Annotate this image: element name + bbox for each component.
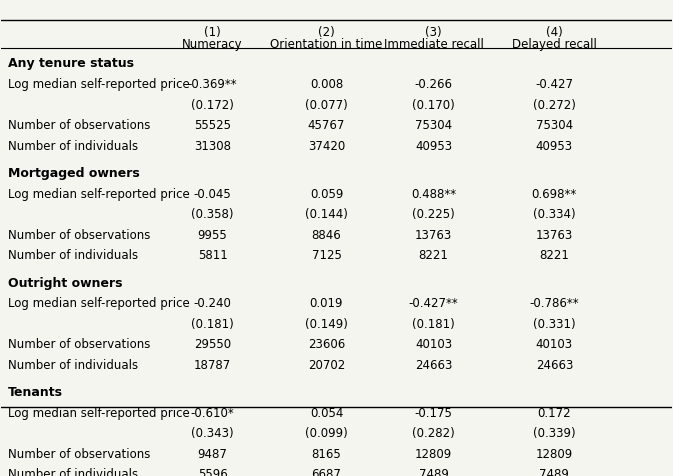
Text: Tenants: Tenants	[8, 386, 63, 398]
Text: (0.077): (0.077)	[305, 99, 348, 111]
Text: (0.181): (0.181)	[413, 317, 455, 330]
Text: 37420: 37420	[308, 139, 345, 152]
Text: 45767: 45767	[308, 119, 345, 132]
Text: 5596: 5596	[198, 467, 227, 476]
Text: Log median self-reported price: Log median self-reported price	[8, 187, 190, 200]
Text: -0.175: -0.175	[415, 406, 453, 419]
Text: -0.786**: -0.786**	[530, 297, 579, 309]
Text: Log median self-reported price: Log median self-reported price	[8, 406, 190, 419]
Text: (0.343): (0.343)	[191, 426, 234, 439]
Text: Delayed recall: Delayed recall	[512, 39, 597, 51]
Text: (0.099): (0.099)	[305, 426, 348, 439]
Text: 12809: 12809	[415, 447, 452, 460]
Text: 40953: 40953	[415, 139, 452, 152]
Text: 0.008: 0.008	[310, 78, 343, 91]
Text: 75304: 75304	[536, 119, 573, 132]
Text: 0.698**: 0.698**	[532, 187, 577, 200]
Text: -0.240: -0.240	[194, 297, 232, 309]
Text: 8846: 8846	[312, 228, 341, 241]
Text: Number of individuals: Number of individuals	[8, 139, 138, 152]
Text: Immediate recall: Immediate recall	[384, 39, 484, 51]
Text: 6687: 6687	[312, 467, 341, 476]
Text: (1): (1)	[204, 26, 221, 39]
Text: (3): (3)	[425, 26, 442, 39]
Text: Number of individuals: Number of individuals	[8, 248, 138, 261]
Text: 12809: 12809	[536, 447, 573, 460]
Text: 40953: 40953	[536, 139, 573, 152]
Text: 8221: 8221	[539, 248, 569, 261]
Text: 18787: 18787	[194, 358, 231, 371]
Text: 7489: 7489	[539, 467, 569, 476]
Text: 9955: 9955	[198, 228, 227, 241]
Text: (0.331): (0.331)	[533, 317, 575, 330]
Text: 0.054: 0.054	[310, 406, 343, 419]
Text: (0.334): (0.334)	[533, 208, 575, 221]
Text: 31308: 31308	[194, 139, 231, 152]
Text: Mortgaged owners: Mortgaged owners	[8, 167, 140, 179]
Text: -0.369**: -0.369**	[188, 78, 238, 91]
Text: 13763: 13763	[536, 228, 573, 241]
Text: 23606: 23606	[308, 337, 345, 350]
Text: 0.019: 0.019	[310, 297, 343, 309]
Text: 8221: 8221	[419, 248, 449, 261]
Text: 9487: 9487	[198, 447, 227, 460]
Text: 7125: 7125	[312, 248, 341, 261]
Text: 29550: 29550	[194, 337, 231, 350]
Text: (2): (2)	[318, 26, 335, 39]
Text: 0.059: 0.059	[310, 187, 343, 200]
Text: -0.427: -0.427	[535, 78, 573, 91]
Text: Log median self-reported price: Log median self-reported price	[8, 297, 190, 309]
Text: 24663: 24663	[415, 358, 452, 371]
Text: 8165: 8165	[312, 447, 341, 460]
Text: 0.172: 0.172	[538, 406, 571, 419]
Text: (0.225): (0.225)	[413, 208, 455, 221]
Text: (0.272): (0.272)	[533, 99, 576, 111]
Text: -0.427**: -0.427**	[409, 297, 458, 309]
Text: (0.149): (0.149)	[305, 317, 348, 330]
Text: 5811: 5811	[198, 248, 227, 261]
Text: -0.266: -0.266	[415, 78, 453, 91]
Text: Outright owners: Outright owners	[8, 276, 122, 289]
Text: Orientation in time: Orientation in time	[271, 39, 383, 51]
Text: Log median self-reported price: Log median self-reported price	[8, 78, 190, 91]
Text: 7489: 7489	[419, 467, 449, 476]
Text: (0.181): (0.181)	[191, 317, 234, 330]
Text: (0.358): (0.358)	[191, 208, 234, 221]
Text: Number of observations: Number of observations	[8, 119, 151, 132]
Text: (0.170): (0.170)	[413, 99, 455, 111]
Text: (0.144): (0.144)	[305, 208, 348, 221]
Text: 40103: 40103	[415, 337, 452, 350]
Text: Number of observations: Number of observations	[8, 228, 151, 241]
Text: Number of observations: Number of observations	[8, 447, 151, 460]
Text: Number of individuals: Number of individuals	[8, 358, 138, 371]
Text: 40103: 40103	[536, 337, 573, 350]
Text: -0.045: -0.045	[194, 187, 232, 200]
Text: 13763: 13763	[415, 228, 452, 241]
Text: 55525: 55525	[194, 119, 231, 132]
Text: (0.172): (0.172)	[191, 99, 234, 111]
Text: (0.339): (0.339)	[533, 426, 575, 439]
Text: 0.488**: 0.488**	[411, 187, 456, 200]
Text: Number of observations: Number of observations	[8, 337, 151, 350]
Text: Numeracy: Numeracy	[182, 39, 243, 51]
Text: (4): (4)	[546, 26, 563, 39]
Text: (0.282): (0.282)	[413, 426, 455, 439]
Text: 24663: 24663	[536, 358, 573, 371]
Text: Any tenure status: Any tenure status	[8, 57, 134, 70]
Text: 20702: 20702	[308, 358, 345, 371]
Text: Number of individuals: Number of individuals	[8, 467, 138, 476]
Text: 75304: 75304	[415, 119, 452, 132]
Text: -0.610*: -0.610*	[190, 406, 234, 419]
